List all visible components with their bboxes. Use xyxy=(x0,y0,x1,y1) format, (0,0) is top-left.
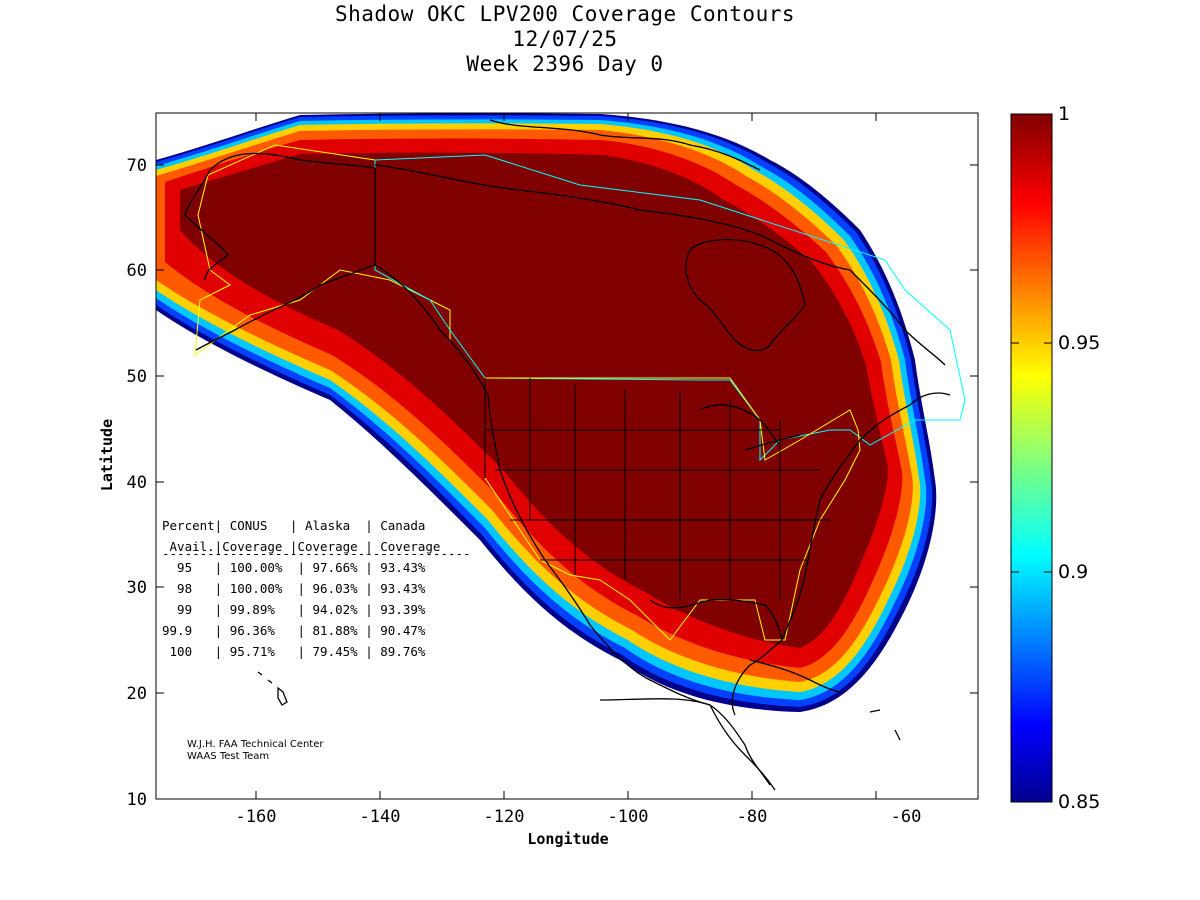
map-title-line-1: Shadow OKC LPV200 Coverage Contours xyxy=(334,2,795,26)
y-axis-label: Latitude xyxy=(98,419,116,491)
table-row: 100 | 95.71% | 79.45% | 89.76% xyxy=(162,644,426,659)
credit-line-2: WAAS Test Team xyxy=(187,751,269,762)
caribbean-islands xyxy=(749,659,901,741)
table-row: 98 | 100.00% | 96.03% | 93.43% xyxy=(162,581,426,596)
x-axis xyxy=(255,113,877,799)
canada-region-outline xyxy=(374,154,966,462)
central-america xyxy=(599,698,776,791)
colorbar-tick-label: 0.95 xyxy=(1058,332,1100,354)
colorbar-gradient xyxy=(1010,113,1053,803)
pacific-coastline xyxy=(374,264,771,786)
y-tick-label: 70 xyxy=(127,156,147,176)
canada-arctic-coastline xyxy=(374,119,851,271)
colorbar-tick-label: 0.85 xyxy=(1058,791,1100,813)
atlantic-coastline xyxy=(781,269,951,641)
y-tick-label: 30 xyxy=(127,578,147,598)
colorbar: 1 0.95 0.9 0.85 xyxy=(1010,103,1100,813)
y-tick-label: 60 xyxy=(127,261,147,281)
great-lakes xyxy=(699,404,801,451)
hawaii-islands xyxy=(257,671,288,706)
table-separator: ----------------------------------------… xyxy=(162,546,471,561)
x-tick-label: -80 xyxy=(737,807,768,827)
map-title-line-2: 12/07/25 xyxy=(512,27,618,51)
alaska-region-outline xyxy=(194,144,451,357)
us-state-grid xyxy=(484,378,830,600)
coverage-table: Percent| CONUS | Alaska | Canada Avail.|… xyxy=(162,518,471,659)
y-tick-label: 20 xyxy=(127,684,147,704)
y-tick-labels: 10 20 30 40 50 60 70 xyxy=(127,156,147,810)
contour-band-dark-red xyxy=(180,152,888,648)
y-tick-label: 40 xyxy=(127,473,147,493)
y-tick-label: 50 xyxy=(127,367,147,387)
credit-block: W.J.H. FAA Technical Center WAAS Test Te… xyxy=(187,739,324,762)
plot-frame xyxy=(155,112,979,800)
table-row: 99 | 99.89% | 94.02% | 93.39% xyxy=(162,602,426,617)
service-volume-outlines xyxy=(194,144,966,641)
plot-area: Percent| CONUS | Alaska | Canada Avail.|… xyxy=(156,113,978,799)
x-tick-label: -60 xyxy=(891,807,922,827)
colorbar-tick-label: 1 xyxy=(1058,103,1070,125)
x-tick-label: -160 xyxy=(236,807,277,827)
map-title-line-3: Week 2396 Day 0 xyxy=(466,52,664,76)
table-row: 99.9 | 96.36% | 81.88% | 90.47% xyxy=(162,623,426,638)
gulf-coastline xyxy=(649,598,783,716)
x-tick-label: -100 xyxy=(608,807,649,827)
conus-region-outline xyxy=(484,377,861,641)
x-tick-label: -120 xyxy=(484,807,525,827)
y-axis xyxy=(156,164,978,694)
y-tick-label: 10 xyxy=(127,790,147,810)
table-row: 95 | 100.00% | 97.66% | 93.43% xyxy=(162,560,426,575)
credit-line-1: W.J.H. FAA Technical Center xyxy=(187,739,324,750)
x-axis-label: Longitude xyxy=(527,830,608,848)
alaska-coastline xyxy=(184,152,376,351)
coastlines-and-borders xyxy=(184,119,951,791)
x-tick-labels: -160 -140 -120 -100 -80 -60 xyxy=(236,807,922,827)
x-tick-label: -140 xyxy=(360,807,401,827)
hudson-bay-coastline xyxy=(685,238,806,352)
table-header-2: Avail.|Coverage |Coverage | Coverage xyxy=(162,539,440,554)
colorbar-tick-label: 0.9 xyxy=(1058,561,1088,583)
coverage-contours xyxy=(156,113,937,713)
table-header-1: Percent| CONUS | Alaska | Canada xyxy=(162,518,425,533)
